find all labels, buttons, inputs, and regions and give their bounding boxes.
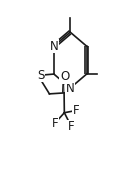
Text: N: N bbox=[50, 40, 58, 53]
Text: N: N bbox=[66, 82, 75, 94]
Text: O: O bbox=[60, 70, 69, 83]
Text: F: F bbox=[51, 117, 58, 130]
Text: F: F bbox=[68, 120, 75, 133]
Text: F: F bbox=[73, 104, 80, 117]
Text: S: S bbox=[37, 69, 44, 82]
